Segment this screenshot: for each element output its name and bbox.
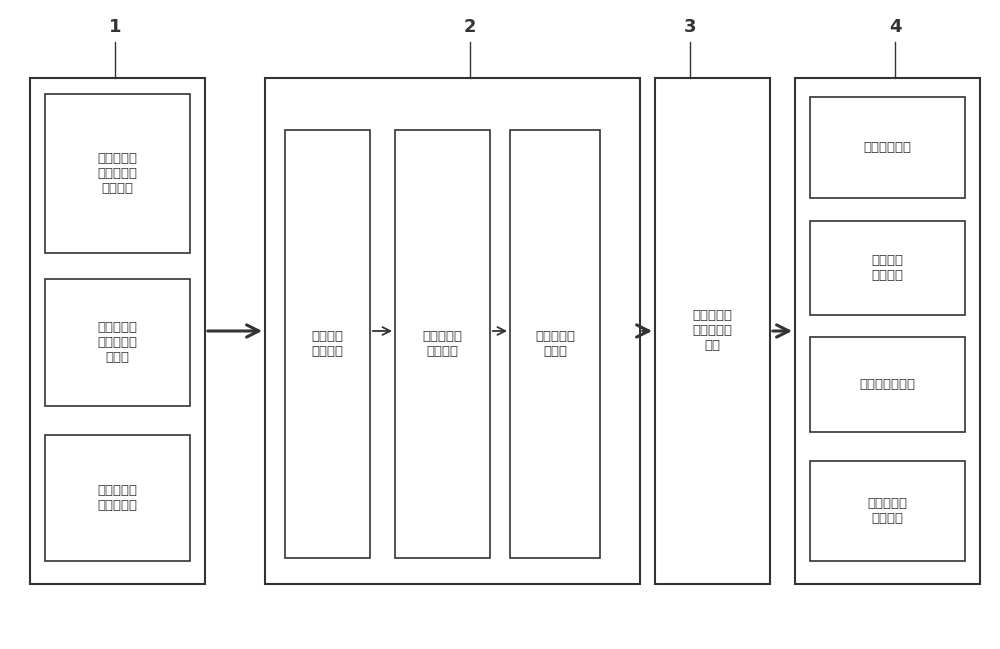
Text: 4: 4	[889, 18, 901, 36]
Bar	[810, 461, 965, 561]
Text: 路网基础数
据采集模块: 路网基础数 据采集模块	[98, 484, 138, 512]
Bar	[395, 130, 490, 558]
Bar	[810, 337, 965, 432]
Bar	[795, 78, 980, 584]
Text: 路网自动化
处置系统: 路网自动化 处置系统	[868, 497, 908, 525]
Text: 数据存储管
理模块: 数据存储管 理模块	[535, 330, 575, 358]
Bar	[655, 78, 770, 584]
Text: 源数据预
处理模块: 源数据预 处理模块	[311, 330, 344, 358]
Text: 移动终端设备: 移动终端设备	[864, 141, 912, 154]
Text: 物联网关联设备: 物联网关联设备	[860, 378, 916, 391]
Text: 2: 2	[464, 18, 476, 36]
Bar	[45, 435, 190, 561]
Bar	[810, 221, 965, 315]
Bar	[265, 78, 640, 584]
Bar	[510, 130, 600, 558]
Text: 中小尺度气
象预报数据
采集模块: 中小尺度气 象预报数据 采集模块	[98, 152, 138, 195]
Bar	[45, 279, 190, 406]
Bar	[45, 94, 190, 253]
Text: 3: 3	[684, 18, 696, 36]
Text: 固定网络
终端设备: 固定网络 终端设备	[872, 254, 904, 282]
Text: 大数据计算
框架模块: 大数据计算 框架模块	[422, 330, 462, 358]
Text: 1: 1	[109, 18, 121, 36]
Bar	[810, 97, 965, 198]
Text: 交通气象预
报预警服务
平台: 交通气象预 报预警服务 平台	[692, 310, 732, 352]
Bar	[285, 130, 370, 558]
Text: 路网气象传
感器数据采
集模块: 路网气象传 感器数据采 集模块	[98, 321, 138, 364]
Bar	[30, 78, 205, 584]
